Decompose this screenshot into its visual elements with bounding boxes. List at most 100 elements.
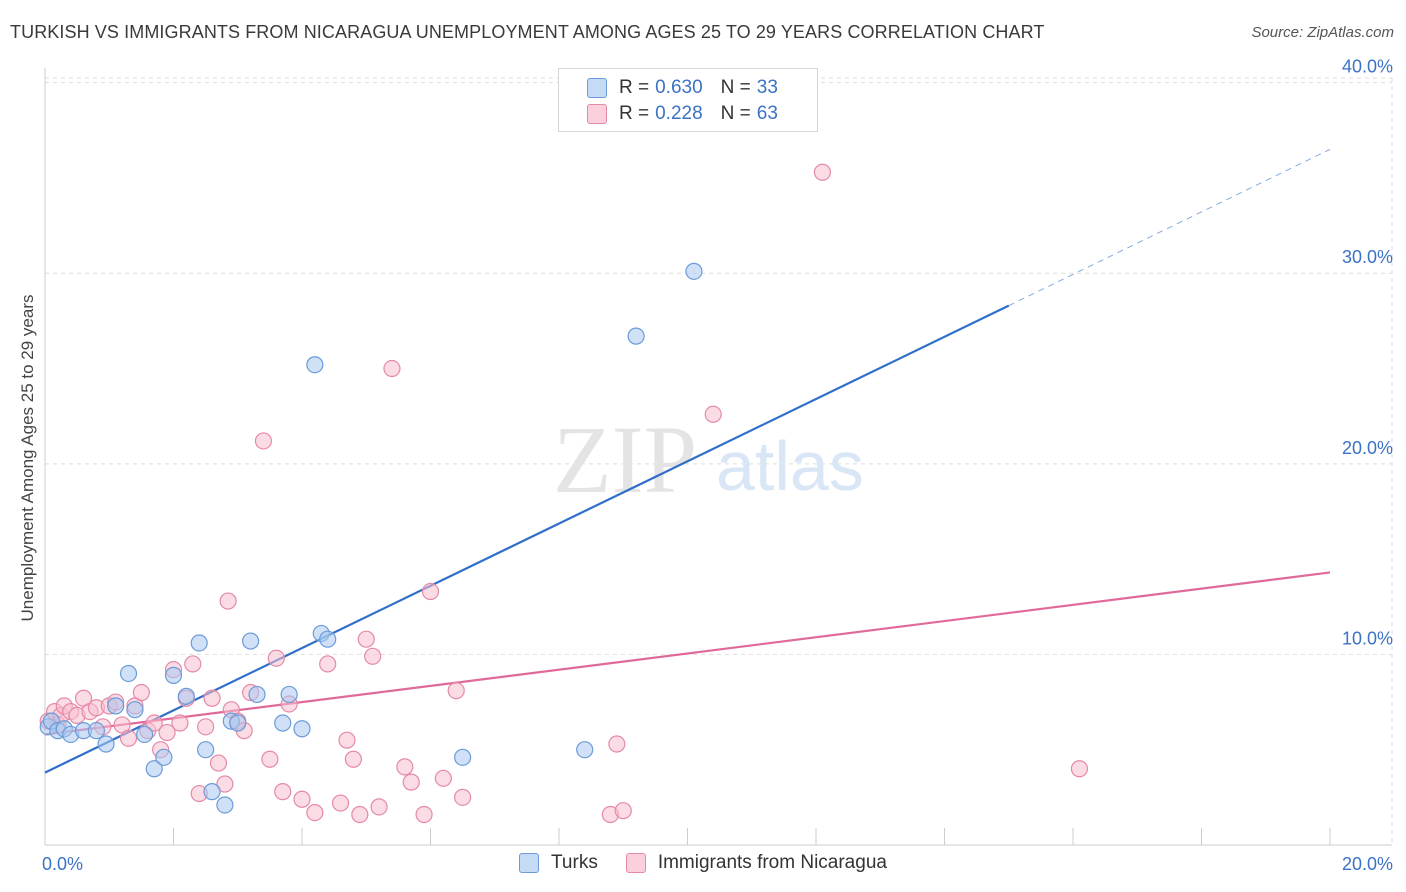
trend-lines (44, 148, 1331, 774)
legend-swatch-nicaragua (587, 104, 607, 124)
nicaragua-point (421, 582, 440, 601)
nicaragua-point (370, 798, 388, 816)
nicaragua-point (338, 731, 356, 749)
data-points (39, 163, 1089, 824)
nicaragua-point (145, 714, 163, 732)
legend-r-value: 0.630 (655, 77, 703, 98)
nicaragua-point (704, 405, 722, 423)
nicaragua-point (197, 718, 215, 736)
nicaragua-point (171, 714, 189, 732)
turks-point (274, 714, 292, 732)
nicaragua-point (132, 683, 150, 702)
nicaragua-point (158, 723, 176, 742)
turks-point (135, 725, 154, 744)
series-legend-nicaragua[interactable]: Immigrants from Nicaragua (625, 852, 887, 874)
chart-title: TURKISH VS IMMIGRANTS FROM NICARAGUA UNE… (10, 22, 1045, 42)
turks-point (97, 735, 115, 753)
watermark: ZIP atlas (553, 406, 864, 513)
nicaragua-point (396, 758, 414, 776)
nicaragua-point (447, 682, 465, 700)
legend-row-nicaragua: R = 0.228 N = 63 (587, 101, 778, 127)
turks-point (685, 262, 703, 280)
nicaragua-point (203, 689, 221, 707)
legend-n-value: 33 (756, 77, 778, 98)
turks-point (319, 630, 337, 648)
nicaragua-point (434, 769, 452, 787)
turks-point (145, 760, 163, 778)
source-label: Source: ZipAtlas.com (1251, 24, 1394, 41)
nicaragua-point (216, 775, 234, 793)
turks-point (229, 714, 247, 732)
legend-row-turks: R = 0.630 N = 33 (587, 75, 778, 101)
series-legend: Turks Immigrants from Nicaragua (0, 852, 1406, 874)
nicaragua-point (454, 788, 472, 806)
turks-point (87, 722, 106, 740)
turks-point (164, 666, 183, 684)
nicaragua-point (614, 802, 632, 820)
legend-n-value: 63 (756, 103, 778, 124)
x-tick-label: 20.0% (1342, 854, 1393, 874)
legend-r-label: R = (619, 77, 650, 98)
nicaragua-point (364, 647, 382, 665)
turks-point (216, 796, 234, 814)
turks-point (155, 748, 173, 766)
correlation-legend: R = 0.630 N = 33 R = 0.228 N = 63 (558, 68, 818, 132)
nicaragua-point (184, 655, 202, 673)
nicaragua-point (608, 735, 626, 753)
nicaragua-point (357, 630, 375, 648)
series-label-nicaragua: Immigrants from Nicaragua (657, 852, 887, 873)
turks-point (126, 701, 144, 719)
series-swatch-turks (519, 853, 540, 873)
turks-trend-extension (1008, 148, 1331, 307)
turks-point (190, 634, 208, 652)
nicaragua-point (331, 794, 350, 812)
x-tick-label: 0.0% (42, 854, 83, 874)
watermark-zip: ZIP (553, 406, 697, 513)
legend-r-value: 0.228 (655, 103, 703, 124)
nicaragua-point (319, 655, 337, 673)
nicaragua-trend-line (44, 571, 1331, 736)
nicaragua-point (1070, 760, 1089, 778)
y-tick-label: 10.0% (1342, 628, 1393, 648)
turks-point (576, 741, 594, 759)
series-swatch-nicaragua (625, 853, 646, 873)
nicaragua-point (306, 804, 324, 822)
turks-point (627, 327, 645, 345)
turks-point (107, 697, 125, 715)
nicaragua-point (119, 729, 138, 747)
turks-point (119, 664, 138, 683)
turks-point (177, 687, 195, 705)
nicaragua-point (813, 163, 832, 181)
turks-point (203, 783, 221, 801)
nicaragua-point (267, 649, 285, 667)
tick-labels: 10.0% 20.0% 30.0% 40.0% 0.0% 20.0% (42, 57, 1393, 874)
nicaragua-point (383, 359, 401, 378)
series-legend-turks[interactable]: Turks (519, 852, 598, 874)
legend-n-label: N = (720, 103, 751, 124)
nicaragua-point (293, 790, 311, 808)
turks-point (306, 356, 324, 374)
nicaragua-point (402, 773, 420, 791)
legend-n-label: N = (720, 77, 751, 98)
watermark-atlas: atlas (716, 427, 864, 505)
legend-r-label: R = (619, 103, 650, 124)
nicaragua-point (261, 750, 279, 768)
y-tick-label: 40.0% (1342, 57, 1393, 77)
nicaragua-point (209, 754, 228, 772)
nicaragua-point (219, 592, 237, 610)
nicaragua-point (254, 432, 273, 450)
nicaragua-point (274, 783, 292, 801)
turks-point (454, 748, 472, 766)
series-label-turks: Turks (551, 852, 598, 873)
y-tick-label: 30.0% (1342, 247, 1393, 267)
turks-point (242, 632, 260, 650)
legend-swatch-turks (587, 78, 607, 98)
turks-point (293, 720, 311, 738)
nicaragua-point (351, 805, 369, 824)
turks-point (197, 741, 215, 759)
y-axis-label: Unemployment Among Ages 25 to 29 years (18, 294, 37, 622)
turks-point (248, 685, 266, 704)
nicaragua-point (344, 750, 362, 768)
y-tick-label: 20.0% (1342, 438, 1393, 458)
